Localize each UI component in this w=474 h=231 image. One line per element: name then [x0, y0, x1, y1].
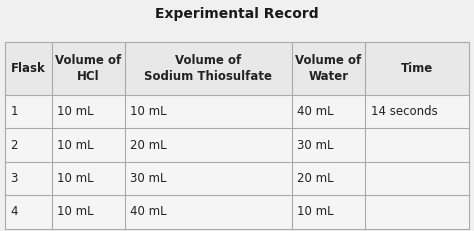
Text: 10 mL: 10 mL — [57, 105, 94, 118]
Text: 20 mL: 20 mL — [298, 172, 334, 185]
Text: 30 mL: 30 mL — [298, 139, 334, 152]
Text: Volume of
HCl: Volume of HCl — [55, 54, 121, 83]
Text: 10 mL: 10 mL — [57, 172, 94, 185]
Text: 3: 3 — [10, 172, 18, 185]
Text: Time: Time — [401, 62, 433, 75]
Text: 10 mL: 10 mL — [298, 205, 334, 219]
Text: Flask: Flask — [11, 62, 46, 75]
Text: Volume of
Sodium Thiosulfate: Volume of Sodium Thiosulfate — [144, 54, 272, 83]
Text: 10 mL: 10 mL — [130, 105, 167, 118]
Text: 40 mL: 40 mL — [298, 105, 334, 118]
Text: 4: 4 — [10, 205, 18, 219]
Text: 30 mL: 30 mL — [130, 172, 167, 185]
Text: 1: 1 — [10, 105, 18, 118]
Text: 14 seconds: 14 seconds — [371, 105, 438, 118]
Text: 10 mL: 10 mL — [57, 139, 94, 152]
Text: 40 mL: 40 mL — [130, 205, 167, 219]
Text: Volume of
Water: Volume of Water — [295, 54, 362, 83]
Text: Experimental Record: Experimental Record — [155, 7, 319, 21]
Text: 20 mL: 20 mL — [130, 139, 167, 152]
Text: 10 mL: 10 mL — [57, 205, 94, 219]
Text: 2: 2 — [10, 139, 18, 152]
